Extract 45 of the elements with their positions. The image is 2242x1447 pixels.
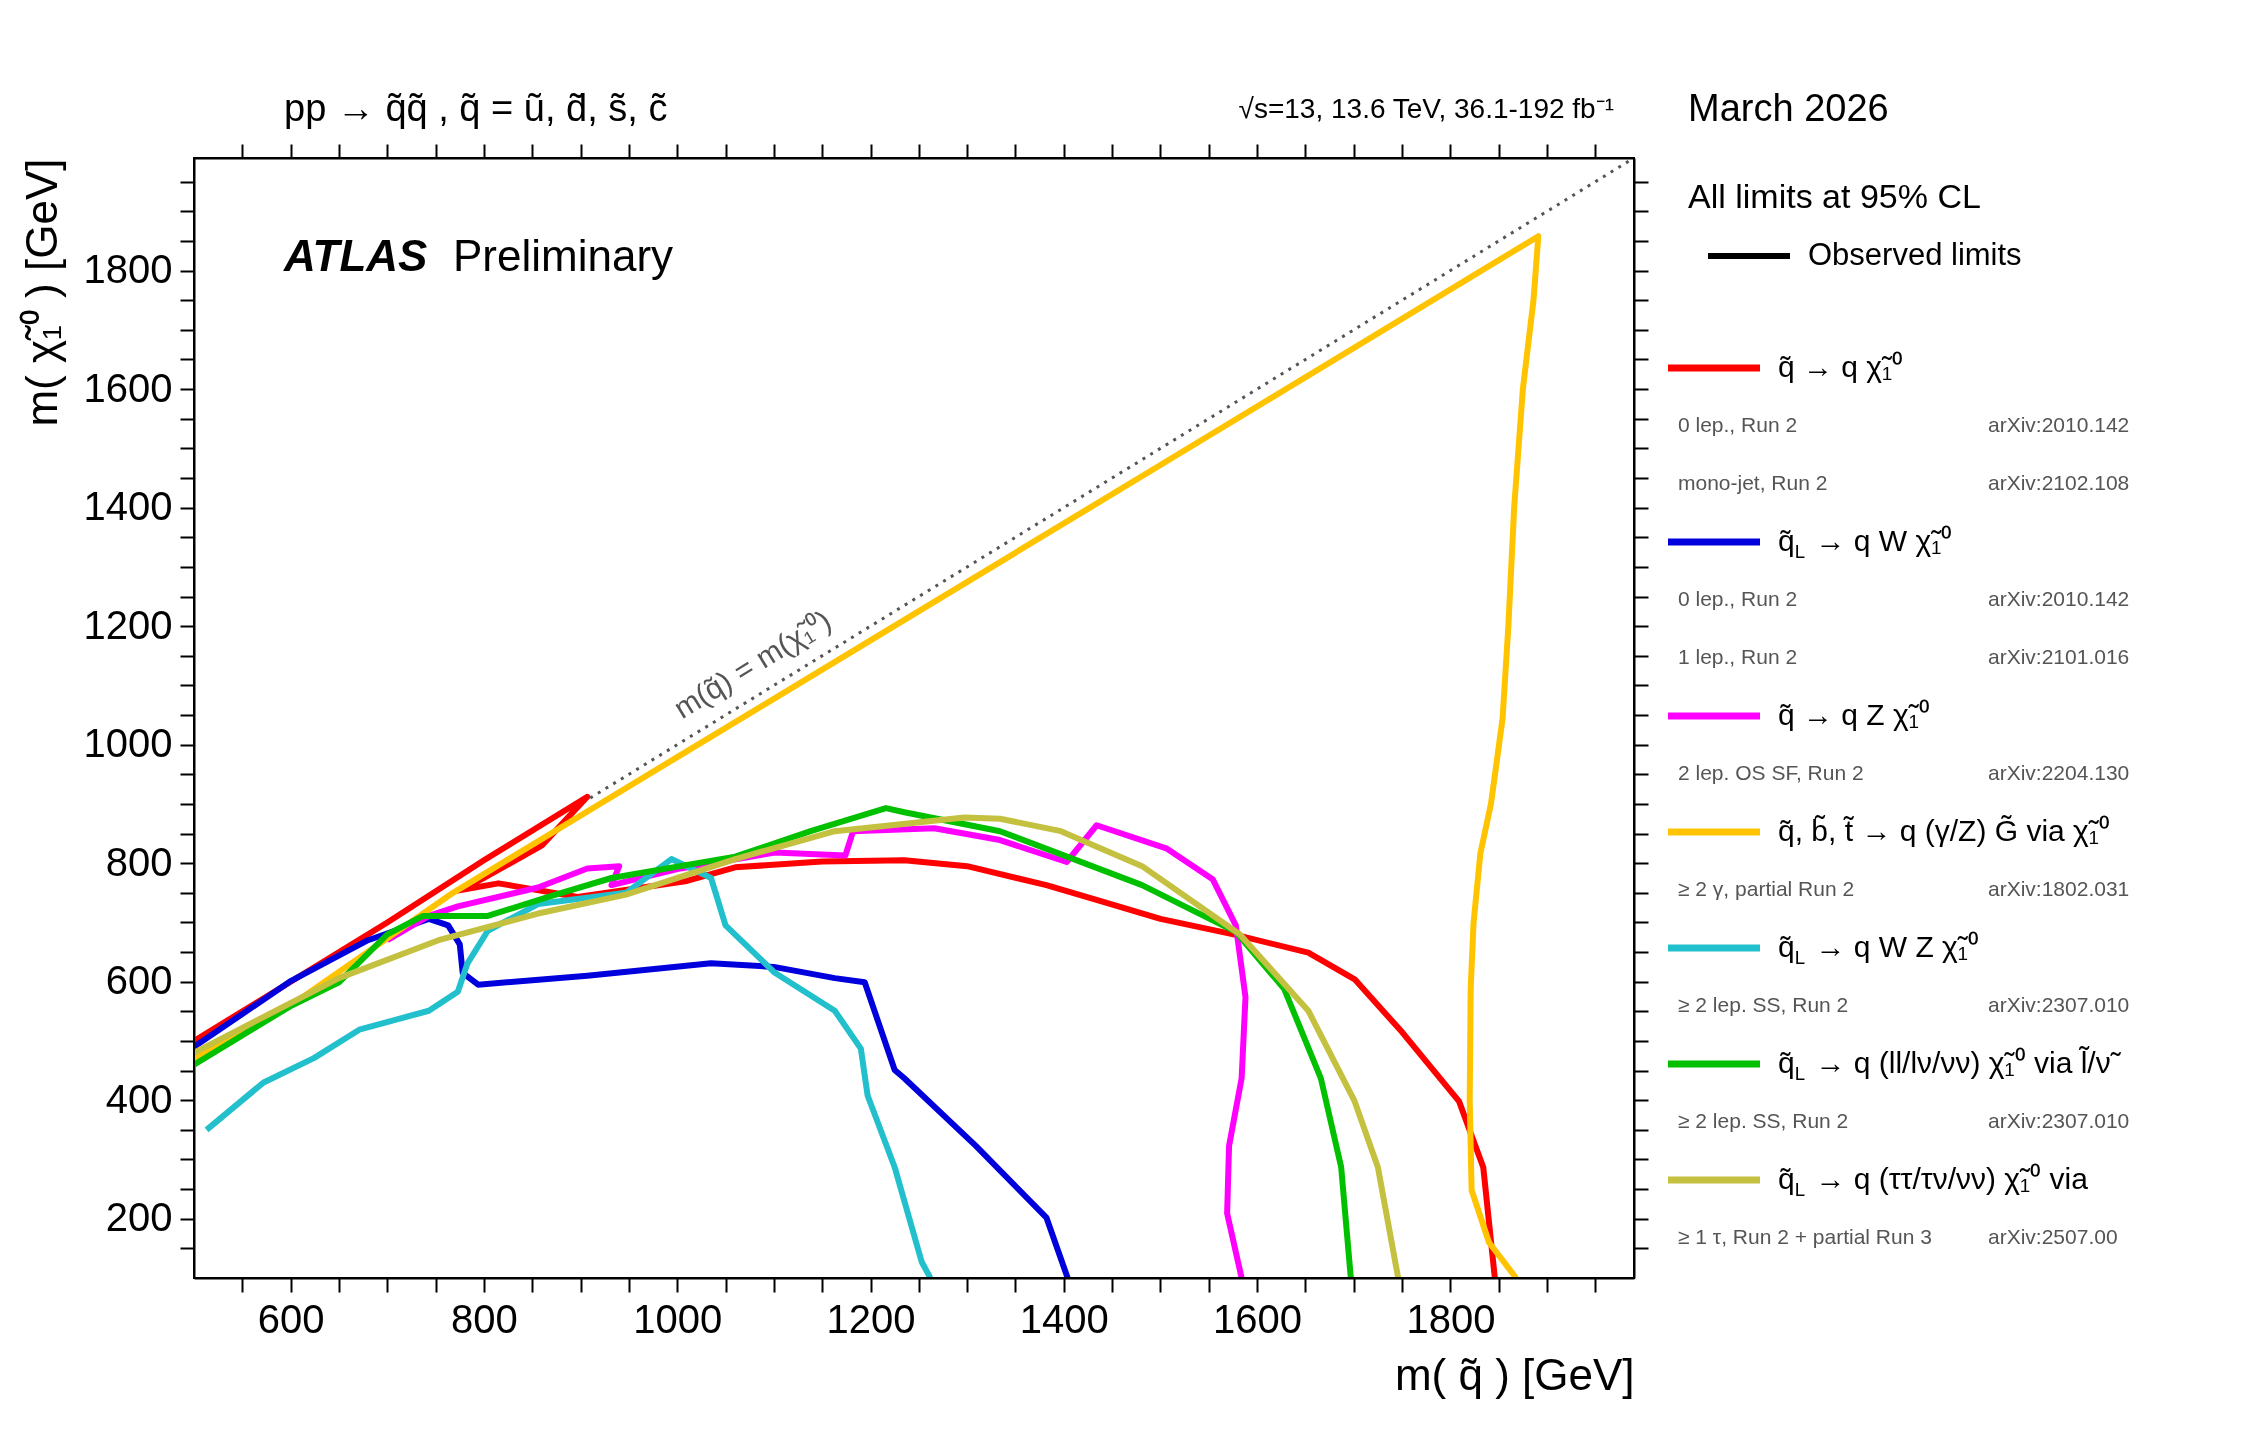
text: arXiv:2101.016 <box>1988 645 2130 668</box>
y-tick-label: 200 <box>105 1195 173 1240</box>
text: arXiv:2102.108 <box>1988 471 2130 494</box>
annotation: ATLAS Preliminary <box>283 231 674 280</box>
y-tick-label: 1000 <box>83 721 173 766</box>
x-tick-label: 1800 <box>1406 1296 1496 1341</box>
text: arXiv:1802.031 <box>1988 877 2130 900</box>
text: arXiv:2307.010 <box>1988 1109 2130 1132</box>
text: March 2026 <box>1688 87 1889 129</box>
y-axis-title: m( χ̃₁⁰ ) [GeV] <box>16 158 66 427</box>
y-tick-label: 1800 <box>83 247 173 292</box>
text: arXiv:2204.130 <box>1988 761 2130 784</box>
y-tick-label: 1400 <box>83 484 173 529</box>
text: 2 lep. OS SF, Run 2 <box>1678 761 1864 784</box>
legend-title: All limits at 95% CL <box>1688 177 1981 215</box>
text: arXiv:2507.00 <box>1988 1225 2118 1248</box>
text: arXiv:2010.142 <box>1988 587 2130 610</box>
text: mono-jet, Run 2 <box>1678 471 1828 494</box>
x-axis-title: m( q̃ ) [GeV] <box>1394 1349 1635 1399</box>
y-tick-label: 1200 <box>83 602 173 647</box>
text: 1 lep., Run 2 <box>1678 645 1798 668</box>
text: ≥ 1 τ, Run 2 + partial Run 3 <box>1678 1225 1932 1248</box>
legend-label: q̃ → q Z χ̃₁⁰ <box>1778 698 1930 731</box>
text: arXiv:2010.142 <box>1988 413 2130 436</box>
x-tick-label: 600 <box>257 1296 325 1341</box>
x-tick-label: 1200 <box>826 1296 916 1341</box>
y-tick-label: 800 <box>105 839 173 884</box>
x-tick-label: 1600 <box>1213 1296 1303 1341</box>
y-tick-label: 600 <box>105 958 173 1003</box>
text: ≥ 2 lep. SS, Run 2 <box>1678 1109 1849 1132</box>
text: arXiv:2307.010 <box>1988 993 2130 1016</box>
text: 0 lep., Run 2 <box>1678 413 1798 436</box>
x-tick-label: 800 <box>451 1296 518 1341</box>
chart-title: pp → q̃q̃ , q̃ = ũ, d̃, s̃, c̃ <box>284 87 668 129</box>
x-tick-label: 1000 <box>633 1296 723 1341</box>
legend-label: q̃, b̃, t̃ → q (γ/Z) G̃ via χ̃₁⁰ <box>1778 814 2110 847</box>
legend-label: q̃ → q χ̃₁⁰ <box>1778 350 1904 383</box>
y-tick-label: 1600 <box>83 365 173 410</box>
text: ≥ 2 γ, partial Run 2 <box>1678 877 1855 900</box>
chart-subtitle: √s=13, 13.6 TeV, 36.1-192 fb⁻¹ <box>1238 93 1614 124</box>
text: ≥ 2 lep. SS, Run 2 <box>1678 993 1849 1016</box>
text: Observed limits <box>1808 237 2022 272</box>
text: 0 lep., Run 2 <box>1678 587 1798 610</box>
y-tick-label: 400 <box>105 1076 173 1121</box>
x-tick-label: 1400 <box>1019 1296 1109 1341</box>
